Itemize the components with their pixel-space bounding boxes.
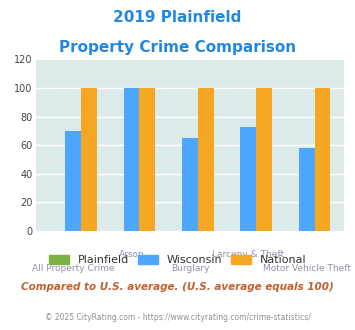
Text: © 2025 CityRating.com - https://www.cityrating.com/crime-statistics/: © 2025 CityRating.com - https://www.city…	[45, 313, 310, 322]
Bar	[65, 131, 81, 231]
Bar	[240, 127, 256, 231]
Bar	[299, 148, 315, 231]
Bar	[81, 88, 97, 231]
Text: Burglary: Burglary	[171, 264, 209, 273]
Text: Arson: Arson	[119, 250, 144, 259]
Bar	[140, 88, 155, 231]
Legend: Plainfield, Wisconsin, National: Plainfield, Wisconsin, National	[45, 251, 310, 269]
Bar	[198, 88, 214, 231]
Bar	[124, 88, 140, 231]
Text: Compared to U.S. average. (U.S. average equals 100): Compared to U.S. average. (U.S. average …	[21, 282, 334, 292]
Bar	[315, 88, 330, 231]
Text: Motor Vehicle Theft: Motor Vehicle Theft	[263, 264, 351, 273]
Text: 2019 Plainfield: 2019 Plainfield	[113, 10, 242, 25]
Text: All Property Crime: All Property Crime	[32, 264, 114, 273]
Text: Property Crime Comparison: Property Crime Comparison	[59, 40, 296, 54]
Text: Larceny & Theft: Larceny & Theft	[212, 250, 284, 259]
Bar	[182, 138, 198, 231]
Bar	[256, 88, 272, 231]
